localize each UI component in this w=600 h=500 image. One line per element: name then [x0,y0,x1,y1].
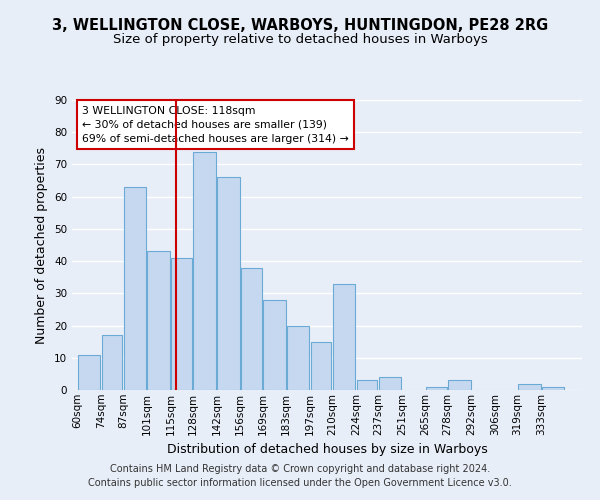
Bar [379,377,401,390]
Bar [426,387,447,390]
Bar [241,268,262,390]
Bar [333,284,355,390]
Bar [448,380,471,390]
X-axis label: Distribution of detached houses by size in Warboys: Distribution of detached houses by size … [167,443,487,456]
Bar [101,335,122,390]
Bar [124,187,146,390]
Bar [356,380,377,390]
Bar [263,300,286,390]
Bar [193,152,216,390]
Bar [217,178,239,390]
Bar [542,387,565,390]
Bar [78,354,100,390]
Text: Size of property relative to detached houses in Warboys: Size of property relative to detached ho… [113,32,487,46]
Y-axis label: Number of detached properties: Number of detached properties [35,146,49,344]
Text: 3 WELLINGTON CLOSE: 118sqm
← 30% of detached houses are smaller (139)
69% of sem: 3 WELLINGTON CLOSE: 118sqm ← 30% of deta… [82,106,349,144]
Text: 3, WELLINGTON CLOSE, WARBOYS, HUNTINGDON, PE28 2RG: 3, WELLINGTON CLOSE, WARBOYS, HUNTINGDON… [52,18,548,32]
Bar [171,258,192,390]
Bar [311,342,331,390]
Bar [287,326,310,390]
Text: Contains HM Land Registry data © Crown copyright and database right 2024.
Contai: Contains HM Land Registry data © Crown c… [88,464,512,487]
Bar [148,252,170,390]
Bar [518,384,541,390]
